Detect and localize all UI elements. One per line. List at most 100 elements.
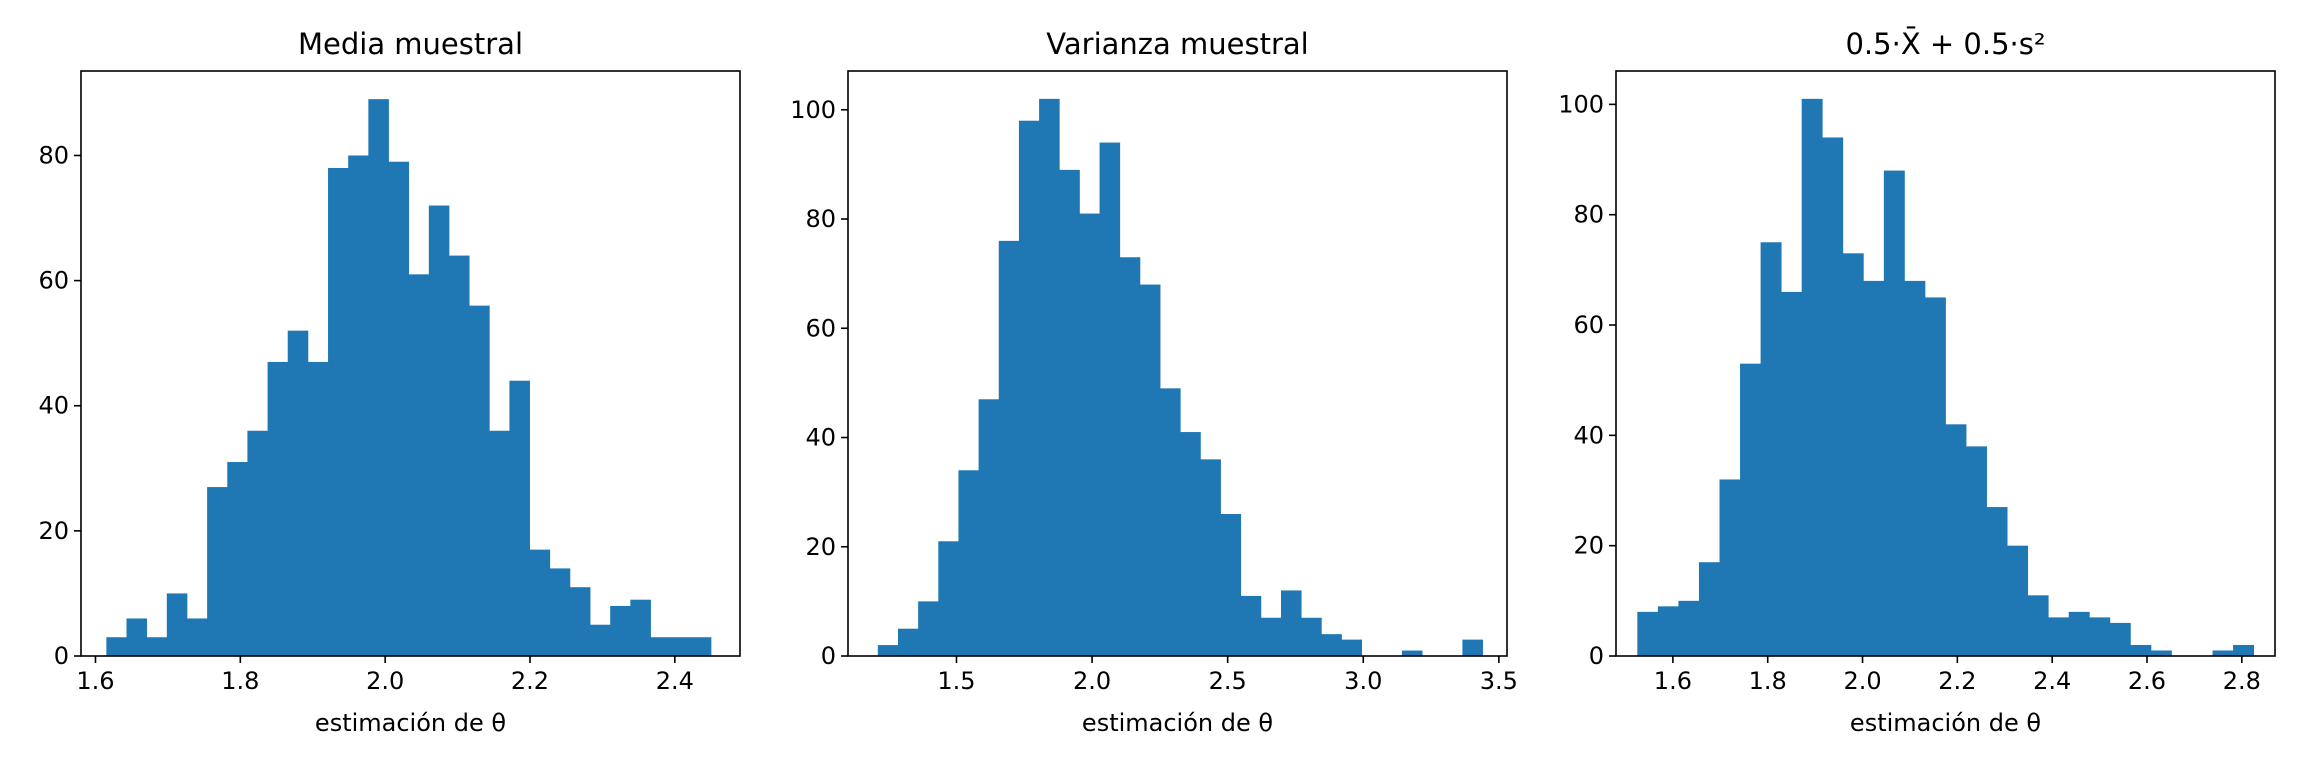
histogram-bar xyxy=(2109,622,2131,656)
histogram-bar xyxy=(1740,363,1761,656)
histogram-bar xyxy=(1280,590,1302,656)
histogram-bar xyxy=(650,637,672,656)
x-tick-label: 2.6 xyxy=(2128,667,2166,695)
x-tick-label: 1.8 xyxy=(221,667,259,695)
histogram-bar xyxy=(549,568,571,656)
x-tick-label: 2.4 xyxy=(656,667,694,695)
histogram-bar xyxy=(408,274,430,656)
y-tick-label: 100 xyxy=(790,96,836,124)
x-tick-label: 3.5 xyxy=(1480,667,1518,695)
histogram-bar xyxy=(509,380,530,656)
histogram-bar xyxy=(1401,650,1423,656)
histogram-bar xyxy=(368,99,389,656)
histogram-bar xyxy=(1719,479,1741,656)
histogram-bar xyxy=(1801,98,1823,657)
histogram-bar xyxy=(1059,169,1080,656)
histogram-bar xyxy=(1781,291,1803,656)
x-tick-label: 3.0 xyxy=(1344,667,1382,695)
histogram-bar xyxy=(1039,98,1060,657)
y-tick-label: 20 xyxy=(1573,532,1604,560)
y-tick-label: 60 xyxy=(1573,311,1604,339)
histogram-bar xyxy=(1904,280,1926,656)
histogram-bar xyxy=(227,462,248,656)
histogram-bar xyxy=(590,624,611,656)
histogram-bar xyxy=(1160,388,1181,656)
x-tick-label: 1.6 xyxy=(76,667,114,695)
histogram-bar xyxy=(690,637,712,656)
y-tick-label: 0 xyxy=(1589,642,1604,670)
x-tick-label: 2.2 xyxy=(511,667,549,695)
histogram-bar xyxy=(938,541,959,656)
y-tick-label: 40 xyxy=(38,392,69,420)
histogram-bar xyxy=(897,628,919,656)
histogram-bar xyxy=(630,599,651,656)
histogram-bar xyxy=(998,240,1020,656)
histogram-bar xyxy=(1341,639,1363,656)
histogram-bar xyxy=(307,361,329,656)
histogram-bar xyxy=(610,605,631,656)
histogram-bar xyxy=(489,430,510,656)
histogram-bar xyxy=(1863,280,1885,656)
histogram-bar xyxy=(529,549,551,656)
x-tick-label: 2.5 xyxy=(1209,667,1247,695)
y-tick-label: 40 xyxy=(805,424,836,452)
chart-title-combinacion: 0.5·X̄ + 0.5·s² xyxy=(1845,27,2045,61)
histogram-bar xyxy=(146,637,168,656)
x-tick-label: 2.0 xyxy=(1843,667,1881,695)
histogram-bar xyxy=(1678,600,1700,656)
histogram-bar xyxy=(207,487,228,656)
histogram-bar xyxy=(569,587,591,656)
ticks-varianza-muestral: 1.5 2.0 2.5 3.0 3.5 0 20 40 60 80 100 xyxy=(790,96,1518,695)
histogram-bar xyxy=(1180,432,1201,656)
histogram-bar xyxy=(2089,617,2111,656)
histogram-bar xyxy=(1200,459,1221,656)
y-tick-label: 40 xyxy=(1573,421,1604,449)
x-tick-label: 1.6 xyxy=(1654,667,1692,695)
x-tick-label: 2.0 xyxy=(366,667,404,695)
histogram-bar xyxy=(1018,120,1040,656)
histogram-bar xyxy=(2068,611,2090,656)
histogram-bar xyxy=(2212,650,2234,656)
x-axis-label-varianza-muestral: estimación de θ xyxy=(1082,709,1273,737)
x-tick-label: 1.8 xyxy=(1749,667,1787,695)
x-axis-label-media-muestral: estimación de θ xyxy=(315,709,506,737)
axes-frame-combinacion xyxy=(1615,70,2276,657)
histogram-bar xyxy=(1099,142,1121,657)
histogram-bar xyxy=(1260,617,1282,656)
chart-title-varianza-muestral: Varianza muestral xyxy=(1046,27,1308,61)
y-tick-label: 60 xyxy=(38,267,69,295)
histogram-bar xyxy=(1301,617,1322,656)
histogram-bar xyxy=(1924,297,1946,656)
histogram-bar xyxy=(1986,507,2008,656)
histogram-bar xyxy=(918,601,939,656)
axes-frame-media-muestral xyxy=(80,70,741,657)
histogram-bar xyxy=(1321,634,1342,656)
histogram-bar xyxy=(1842,253,1864,656)
histogram-bar xyxy=(267,361,289,656)
x-tick-label: 2.8 xyxy=(2223,667,2261,695)
chart-title-media-muestral: Media muestral xyxy=(298,27,523,61)
histogram-bar xyxy=(1119,257,1141,656)
histogram-bar xyxy=(1966,446,1987,656)
bars-media-muestral xyxy=(106,99,712,657)
panel-varianza-muestral: 1.5 2.0 2.5 3.0 3.5 0 20 40 60 80 100 Varianza mue… xyxy=(790,27,1518,737)
histogram-bar xyxy=(670,637,692,656)
histogram-bar xyxy=(348,155,369,656)
histogram-bar xyxy=(126,618,148,656)
x-tick-label: 2.0 xyxy=(1073,667,1111,695)
x-axis-label-combinacion: estimación de θ xyxy=(1850,709,2041,737)
histogram-bar xyxy=(388,161,410,656)
x-tick-label: 2.4 xyxy=(2033,667,2071,695)
bars-varianza-muestral xyxy=(877,98,1483,657)
y-tick-label: 80 xyxy=(805,205,836,233)
histogram-bar xyxy=(1462,639,1483,656)
histogram-bar xyxy=(1760,242,1782,656)
histogram-bar xyxy=(2150,650,2172,656)
axes-frame-varianza-muestral xyxy=(847,70,1508,657)
y-tick-label: 20 xyxy=(38,517,69,545)
histogram-bar xyxy=(877,645,899,656)
y-tick-label: 20 xyxy=(805,533,836,561)
y-tick-label: 80 xyxy=(1573,201,1604,229)
histogram-bar xyxy=(106,637,127,656)
histogram-bar xyxy=(2048,617,2070,656)
